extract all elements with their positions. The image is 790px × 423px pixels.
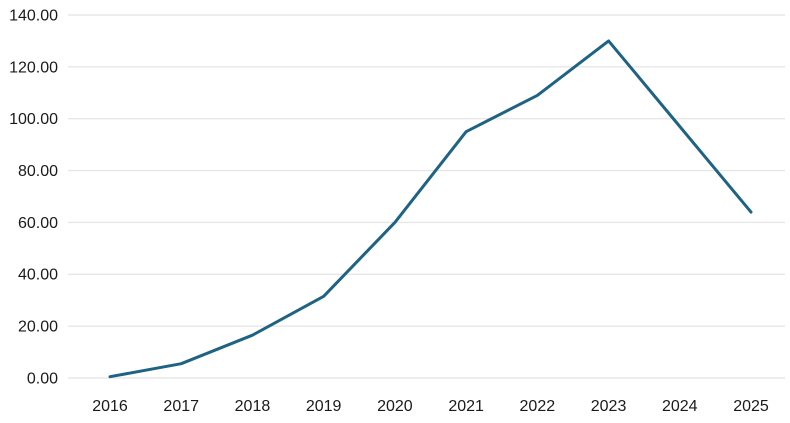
y-axis-tick-label: 20.00 xyxy=(18,319,58,336)
y-axis-tick-label: 100.00 xyxy=(9,111,58,128)
y-axis-tick-label: 40.00 xyxy=(18,267,58,284)
y-axis-tick-label: 120.00 xyxy=(9,59,58,76)
x-axis-tick-label: 2022 xyxy=(520,398,556,415)
x-axis-tick-label: 2020 xyxy=(377,398,413,415)
x-axis-tick-label: 2019 xyxy=(306,398,342,415)
y-axis-tick-label: 0.00 xyxy=(27,370,58,387)
x-axis-tick-label: 2025 xyxy=(733,398,769,415)
x-axis-tick-label: 2016 xyxy=(92,398,128,415)
y-axis-tick-label: 60.00 xyxy=(18,215,58,232)
data-line-series xyxy=(108,39,753,379)
y-axis-tick-label: 140.00 xyxy=(9,7,58,24)
x-axis-tick-label: 2021 xyxy=(448,398,484,415)
x-axis-tick-label: 2017 xyxy=(163,398,199,415)
y-axis-tick-label: 80.00 xyxy=(18,163,58,180)
x-axis-tick-label: 2024 xyxy=(662,398,698,415)
x-axis-tick-label: 2023 xyxy=(591,398,627,415)
x-axis-tick-label: 2018 xyxy=(235,398,271,415)
